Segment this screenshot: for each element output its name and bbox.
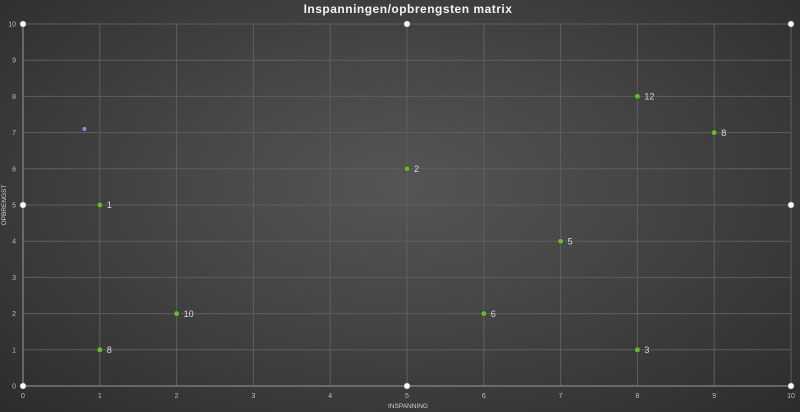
x-tick-label: 4 xyxy=(328,393,332,400)
data-point xyxy=(634,346,641,353)
y-tick-label: 9 xyxy=(12,58,16,65)
chart-title: Inspanningen/opbrengsten matrix xyxy=(304,2,513,16)
x-tick-label: 0 xyxy=(21,393,25,400)
data-point xyxy=(403,165,411,172)
data-label: 6 xyxy=(491,309,496,319)
x-axis-title: INSPANNING xyxy=(388,403,428,410)
data-point xyxy=(173,310,180,317)
x-tick-label: 3 xyxy=(251,393,255,400)
resize-handle[interactable] xyxy=(19,382,27,390)
y-axis-title: OPBRENGST xyxy=(1,185,8,226)
resize-handle[interactable] xyxy=(787,382,795,390)
y-tick-label: 4 xyxy=(12,239,16,246)
y-tick-label: 5 xyxy=(12,203,16,210)
y-tick-label: 0 xyxy=(12,384,16,391)
data-label: 12 xyxy=(644,92,654,102)
y-tick-label: 8 xyxy=(12,94,16,101)
y-tick-label: 7 xyxy=(12,130,16,137)
x-tick-label: 9 xyxy=(712,393,716,400)
resize-handle[interactable] xyxy=(787,20,795,28)
resize-handle[interactable] xyxy=(787,201,795,209)
data-label: 8 xyxy=(107,345,112,355)
y-tick-label: 2 xyxy=(12,311,16,318)
x-tick-label: 2 xyxy=(175,393,179,400)
x-tick-label: 8 xyxy=(635,393,639,400)
data-label: 8 xyxy=(721,128,726,138)
x-tick-label: 10 xyxy=(787,393,795,400)
data-point xyxy=(96,346,103,353)
resize-handle[interactable] xyxy=(19,201,27,209)
data-point xyxy=(480,310,487,317)
resize-handle[interactable] xyxy=(19,20,27,28)
y-tick-label: 3 xyxy=(12,275,16,282)
x-tick-label: 5 xyxy=(405,393,409,400)
data-label: 5 xyxy=(568,236,573,246)
x-tick-label: 1 xyxy=(98,393,102,400)
data-point xyxy=(82,127,87,131)
data-point xyxy=(96,201,103,209)
y-tick-label: 6 xyxy=(12,166,16,173)
x-tick-label: 6 xyxy=(482,393,486,400)
data-label: 1 xyxy=(107,200,112,210)
data-point xyxy=(711,129,718,136)
y-tick-label: 10 xyxy=(8,22,16,29)
y-tick-label: 1 xyxy=(12,347,16,354)
resize-handle[interactable] xyxy=(403,20,411,28)
data-label: 3 xyxy=(644,345,649,355)
data-point xyxy=(634,93,641,100)
data-point xyxy=(557,238,564,245)
x-tick-label: 7 xyxy=(559,393,563,400)
data-label: 10 xyxy=(184,309,194,319)
data-label: 2 xyxy=(414,164,419,174)
resize-handle[interactable] xyxy=(403,382,411,390)
